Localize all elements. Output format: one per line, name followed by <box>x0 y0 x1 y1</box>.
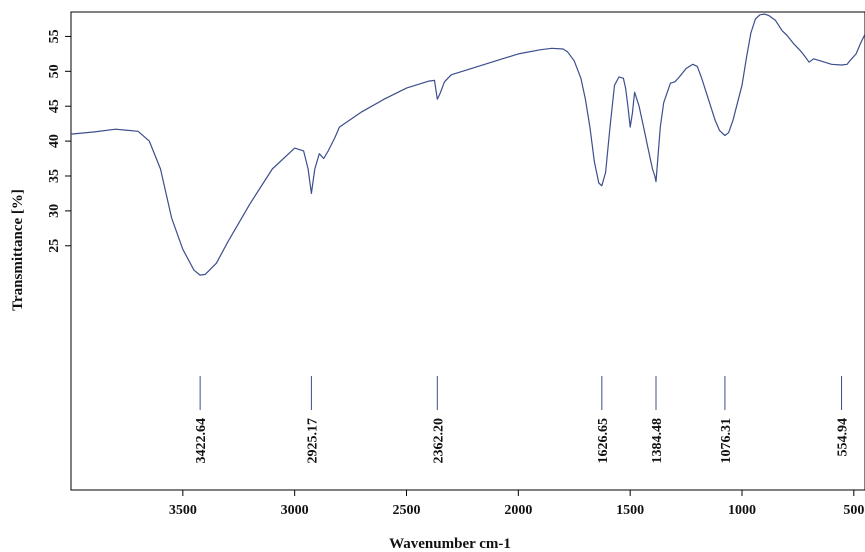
y-tick-label: 35 <box>47 169 62 183</box>
axes: 3500 3000 2500 2000 1500 1000 500 25 30 35 40 45 50 5… <box>47 11 865 518</box>
x-tick-label: 500 <box>843 503 864 518</box>
peak-label: 2362.20 <box>431 418 446 464</box>
spectrum-line <box>70 13 865 276</box>
y-tick-label: 25 <box>47 239 62 253</box>
x-axis-title: Wavenumber cm-1 <box>389 536 511 552</box>
y-axis-title: Transmittance [%] <box>10 189 26 311</box>
peak-label: 554.94 <box>836 418 851 457</box>
y-tick-label: 45 <box>47 99 62 113</box>
x-tick-label: 3500 <box>169 503 197 518</box>
peak-label: 1626.65 <box>596 418 611 464</box>
y-tick-label: 55 <box>47 29 62 43</box>
peak-label: 1076.31 <box>719 418 734 464</box>
x-tick-label: 3000 <box>281 503 309 518</box>
series-layer <box>70 13 865 276</box>
peak-label: 1384.48 <box>650 418 665 464</box>
x-tick-label: 1500 <box>616 503 644 518</box>
x-tick-label: 2000 <box>504 503 532 518</box>
y-tick-label: 50 <box>47 64 62 78</box>
plot-frame <box>70 11 865 491</box>
x-tick-label: 2500 <box>392 503 420 518</box>
x-tick-label: 1000 <box>728 503 756 518</box>
y-tick-label: 40 <box>47 134 62 148</box>
peak-label: 2925.17 <box>305 418 320 464</box>
y-tick-label: 30 <box>47 204 62 218</box>
peak-markers: 3422.64 2925.17 2362.20 1626.65 1384.48 1076.… <box>194 376 851 464</box>
peak-label: 3422.64 <box>194 418 209 464</box>
